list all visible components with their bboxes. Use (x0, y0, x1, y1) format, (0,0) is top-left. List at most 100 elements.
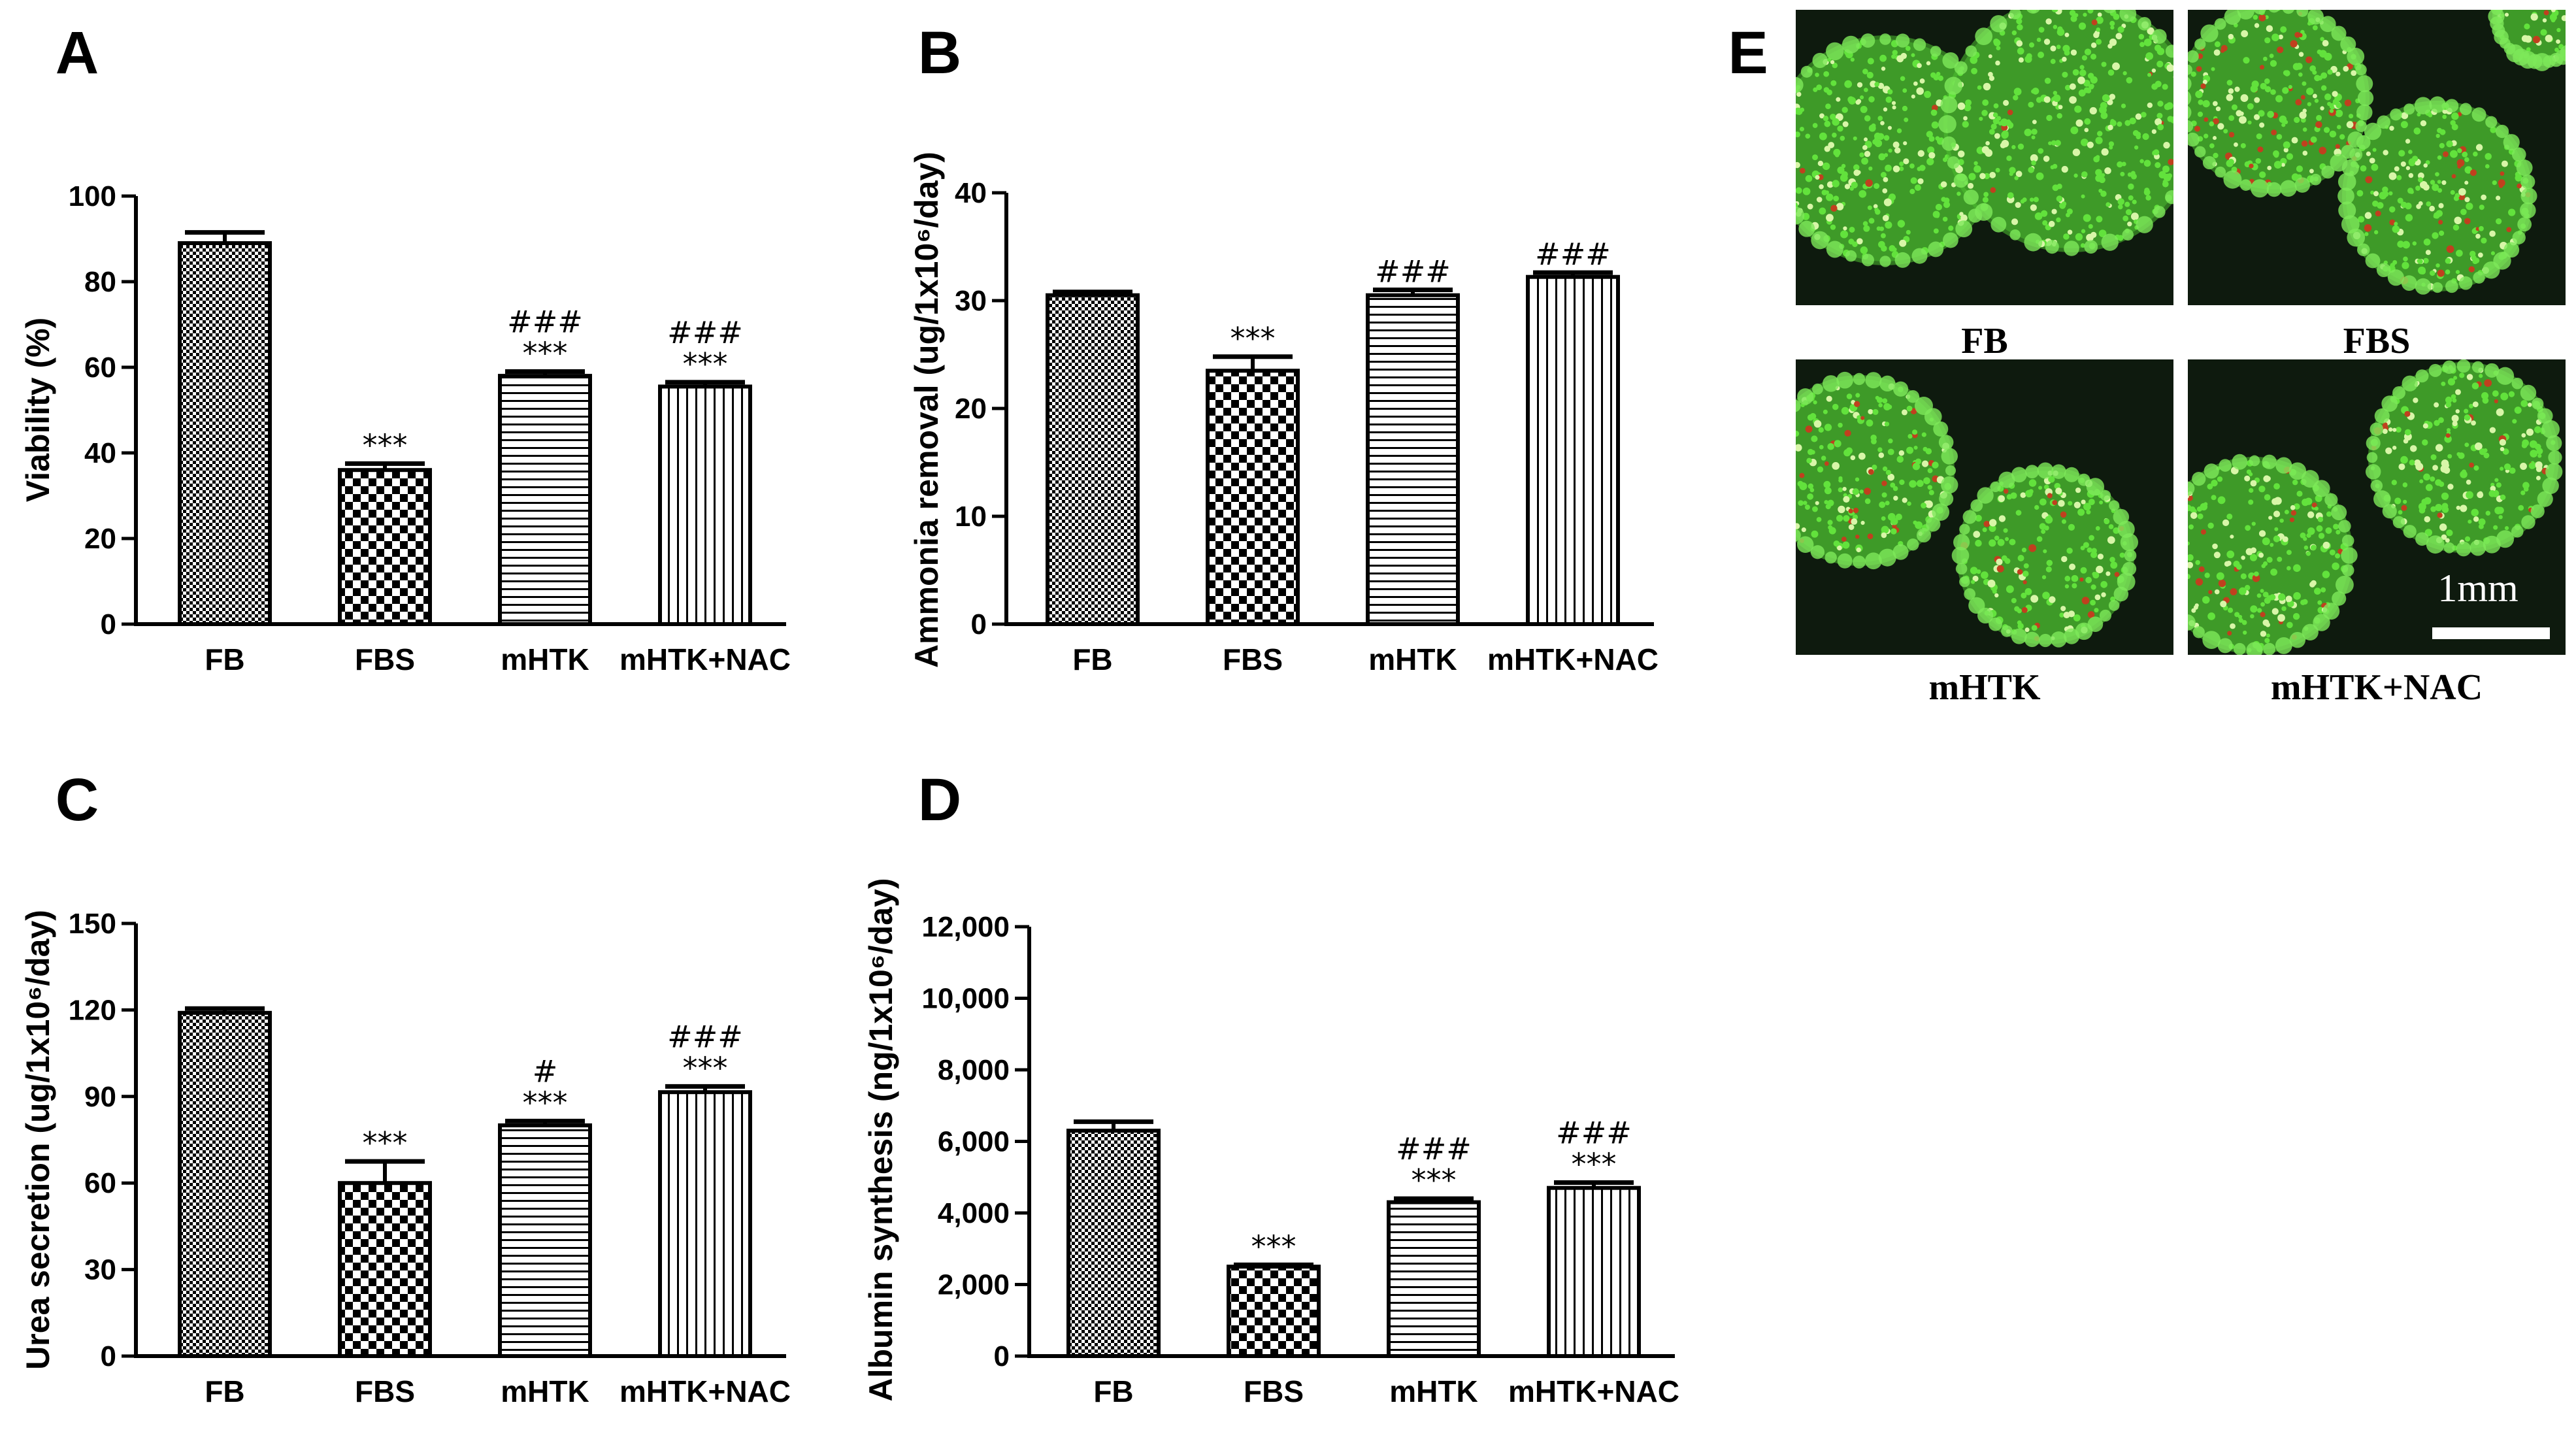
cell-dot (1935, 136, 1940, 141)
cell-dot (2500, 494, 2506, 501)
spheroid-rim (2520, 188, 2537, 205)
cell-dot (2098, 176, 2105, 184)
y-tick-label: 10,000 (921, 983, 1010, 1015)
cell-dot (2389, 219, 2396, 225)
spheroid-rim (2204, 463, 2219, 479)
cell-dot (2388, 172, 2397, 180)
cell-dot (1996, 558, 2003, 565)
spheroid-rim (1772, 423, 1783, 435)
cell-dot (2121, 161, 2126, 167)
cell-dot (2038, 27, 2045, 33)
cell-dot (2392, 427, 2397, 432)
cell-dot (2475, 144, 2483, 151)
panel-letter-d: D (918, 767, 961, 833)
cell-dot (2271, 498, 2279, 505)
cell-dot (1796, 444, 1802, 452)
cell-dot (1913, 445, 1918, 450)
cell-dot (2549, 13, 2557, 22)
cell-dot (1782, 114, 1787, 119)
cell-dot (2528, 5, 2532, 10)
cell-dot (1872, 464, 1877, 470)
cell-dot (2202, 100, 2210, 108)
cell-dot (2388, 427, 2393, 432)
cell-dot (2329, 549, 2336, 556)
cell-dot (2275, 95, 2283, 103)
cell-dot (2299, 111, 2307, 119)
spheroid-rim (2356, 75, 2373, 93)
cell-dot (2435, 444, 2443, 452)
cell-dot (2042, 220, 2048, 226)
cell-dot (2473, 516, 2479, 522)
cell-dot (2059, 612, 2064, 618)
y-axis-title: Ammonia removal (ug/1x10⁶/day) (908, 152, 945, 668)
spheroid-rim (1938, 435, 1954, 450)
cell-dot (1783, 140, 1789, 146)
spheroid-rim (2051, 464, 2066, 479)
spheroid-rim (2392, 386, 2405, 399)
cell-dot (2083, 80, 2090, 87)
spheroid-rim (2381, 395, 2398, 412)
cell-dot (2038, 52, 2045, 58)
spheroid-rim (2365, 464, 2381, 480)
cell-dot (2105, 202, 2111, 207)
cell-dot (1851, 518, 1858, 525)
cell-dot (2142, 133, 2149, 141)
cell-dot (1885, 221, 1892, 229)
cell-dot (2056, 195, 2063, 202)
cell-dot (2074, 105, 2082, 113)
spheroid-rim (2546, 435, 2562, 452)
cell-dot (1836, 514, 1843, 522)
cell-dot (1933, 228, 1939, 234)
spheroid-rim (1796, 76, 1804, 93)
cell-dot (2543, 10, 2549, 16)
cell-dot (2211, 480, 2218, 487)
cell-dot (2006, 585, 2014, 593)
cell-dot (1906, 229, 1911, 235)
cell-dot (2078, 22, 2087, 30)
cell-dot (1811, 435, 1818, 442)
cell-dot (2490, 486, 2496, 491)
spheroid-rim (2319, 16, 2336, 33)
cell-dot (2286, 550, 2292, 556)
cell-dot (2179, 111, 2183, 116)
cell-dot (1938, 75, 1944, 81)
cell-dot (2388, 206, 2396, 213)
cell-dot (2166, 64, 2173, 72)
spheroid-rim (2108, 600, 2120, 611)
spheroid-rim (1861, 254, 1874, 267)
cell-dot (2228, 115, 2235, 122)
spheroid-rim (2542, 477, 2559, 495)
spheroid-rim (2456, 541, 2471, 557)
cell-dot (2254, 23, 2260, 28)
spheroid-rim (2357, 243, 2370, 257)
cell-dot (1805, 425, 1813, 433)
cell-dot (2054, 482, 2061, 489)
cell-dot (2086, 233, 2094, 242)
cell-dot (2136, 134, 2141, 140)
cell-dot (2236, 110, 2243, 117)
cell-dot (2021, 606, 2028, 613)
spheroid-rim (2246, 642, 2263, 655)
cell-dot (1987, 579, 1996, 588)
x-category-label: FBS (1244, 1374, 1304, 1408)
cell-dot (2492, 180, 2497, 186)
spheroid-rim (2262, 454, 2277, 469)
spheroid-rim (1810, 545, 1825, 559)
cell-dot (1864, 498, 1871, 505)
cell-dot (2447, 454, 2452, 459)
cell-dot (2030, 197, 2034, 202)
cell-dot (2270, 542, 2274, 547)
cell-dot (2228, 131, 2235, 138)
spheroid-rim (2122, 229, 2134, 241)
cell-dot (2305, 56, 2313, 63)
cell-dot (2087, 73, 2094, 79)
cell-dot (2262, 5, 2266, 9)
cell-dot (2109, 556, 2115, 563)
cell-dot (2392, 445, 2397, 450)
cell-dot (2156, 60, 2164, 68)
cell-dot (2420, 180, 2428, 189)
cell-dot (2087, 141, 2094, 148)
spheroid-rim (2188, 91, 2192, 105)
cell-dot (2162, 180, 2169, 188)
cell-dot (2484, 379, 2492, 387)
